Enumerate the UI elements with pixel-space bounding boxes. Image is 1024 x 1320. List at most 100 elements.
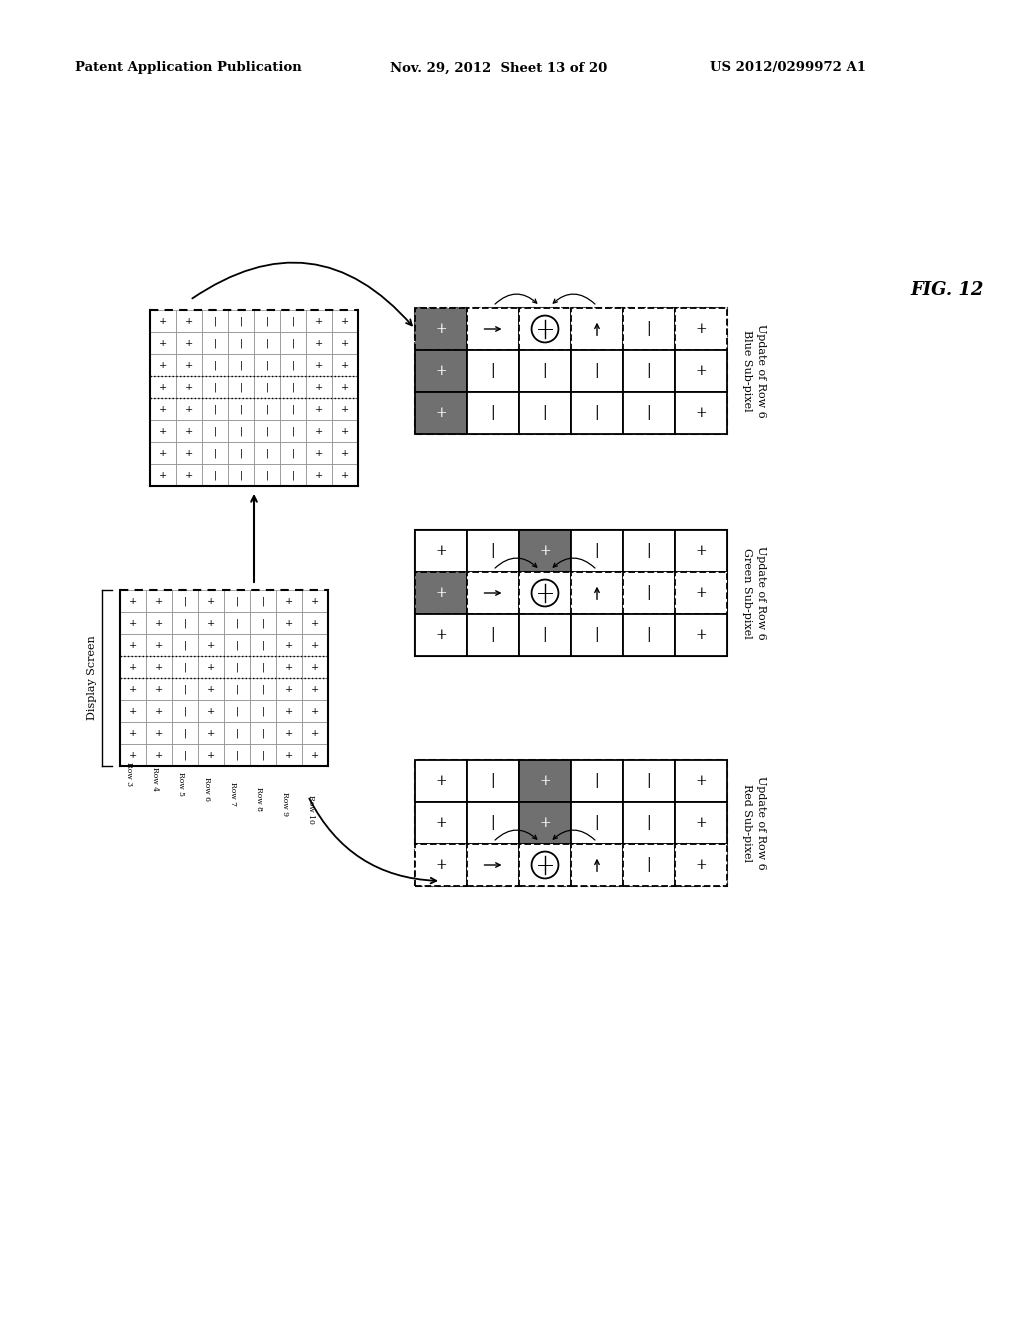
Bar	[519, 803, 571, 843]
Bar	[250, 722, 276, 744]
Bar	[254, 399, 280, 420]
Text: |: |	[236, 729, 239, 738]
Text: |: |	[236, 706, 239, 715]
Bar	[675, 803, 727, 843]
Bar	[675, 531, 727, 572]
Bar	[276, 700, 302, 722]
Text: +: +	[129, 729, 137, 738]
Text: +: +	[185, 383, 194, 392]
Text: +: +	[311, 597, 319, 606]
Text: +: +	[129, 619, 137, 627]
Bar	[120, 700, 146, 722]
Bar	[332, 442, 358, 465]
Bar	[332, 333, 358, 354]
Bar	[302, 722, 328, 744]
Bar	[254, 310, 280, 333]
Text: |: |	[213, 470, 217, 479]
Text: +: +	[341, 449, 349, 458]
Text: +: +	[207, 663, 215, 672]
Text: +: +	[159, 426, 167, 436]
Bar	[302, 678, 328, 700]
Text: |: |	[183, 597, 186, 606]
Text: +: +	[314, 317, 324, 326]
Text: |: |	[213, 360, 217, 370]
Bar	[675, 308, 727, 350]
Text: Update of Row 6
Blue Sub-pixel: Update of Row 6 Blue Sub-pixel	[742, 325, 766, 418]
Bar	[202, 399, 228, 420]
Text: +: +	[207, 619, 215, 627]
Text: +: +	[159, 449, 167, 458]
Text: +: +	[285, 640, 293, 649]
Bar	[571, 392, 623, 434]
Text: |: |	[490, 627, 496, 643]
Text: |: |	[292, 404, 295, 413]
Bar	[276, 744, 302, 766]
Bar	[519, 843, 571, 886]
Bar	[202, 376, 228, 399]
Text: +: +	[207, 640, 215, 649]
Bar	[224, 678, 250, 700]
Text: |: |	[292, 317, 295, 326]
Bar	[415, 531, 727, 656]
Bar	[228, 354, 254, 376]
Bar	[302, 590, 328, 612]
Text: +: +	[341, 426, 349, 436]
Text: Update of Row 6
Red Sub-pixel: Update of Row 6 Red Sub-pixel	[742, 776, 766, 870]
Text: +: +	[311, 729, 319, 738]
Text: |: |	[595, 627, 599, 643]
Bar	[198, 590, 224, 612]
Text: +: +	[314, 404, 324, 413]
Text: |: |	[236, 750, 239, 760]
Bar	[224, 722, 250, 744]
Text: |: |	[213, 449, 217, 458]
Text: |: |	[213, 404, 217, 413]
Bar	[202, 354, 228, 376]
Bar	[623, 531, 675, 572]
Bar	[276, 634, 302, 656]
Bar	[415, 308, 727, 434]
Bar	[120, 722, 146, 744]
Bar	[146, 744, 172, 766]
Text: +: +	[341, 404, 349, 413]
Bar	[198, 678, 224, 700]
Bar	[224, 634, 250, 656]
Bar	[120, 590, 146, 612]
Text: +: +	[314, 426, 324, 436]
Bar	[250, 744, 276, 766]
Bar	[467, 350, 519, 392]
Bar	[146, 590, 172, 612]
Text: +: +	[159, 470, 167, 479]
Text: +: +	[341, 317, 349, 326]
Bar	[250, 590, 276, 612]
Text: |: |	[265, 338, 268, 347]
Text: +: +	[341, 360, 349, 370]
Bar	[172, 722, 198, 744]
Text: |: |	[490, 363, 496, 379]
Bar	[224, 612, 250, 634]
Text: Row 5: Row 5	[177, 772, 185, 796]
Bar	[519, 308, 571, 350]
Bar	[202, 442, 228, 465]
Bar	[306, 376, 332, 399]
Bar	[150, 354, 176, 376]
Text: Row 4: Row 4	[151, 767, 159, 791]
Text: +: +	[314, 338, 324, 347]
Bar	[306, 442, 332, 465]
Text: +: +	[695, 774, 707, 788]
Bar	[172, 590, 198, 612]
Text: |: |	[647, 322, 651, 337]
Bar	[467, 843, 519, 886]
Text: +: +	[435, 544, 446, 558]
Text: |: |	[240, 338, 243, 347]
Text: +: +	[155, 729, 163, 738]
Text: +: +	[185, 404, 194, 413]
Text: Row 9: Row 9	[281, 792, 289, 816]
Text: +: +	[314, 360, 324, 370]
Bar	[224, 590, 250, 612]
Text: Row 3: Row 3	[125, 762, 133, 787]
Bar	[519, 572, 571, 614]
Bar	[280, 420, 306, 442]
Bar	[176, 333, 202, 354]
Text: |: |	[240, 383, 243, 392]
Text: +: +	[311, 706, 319, 715]
